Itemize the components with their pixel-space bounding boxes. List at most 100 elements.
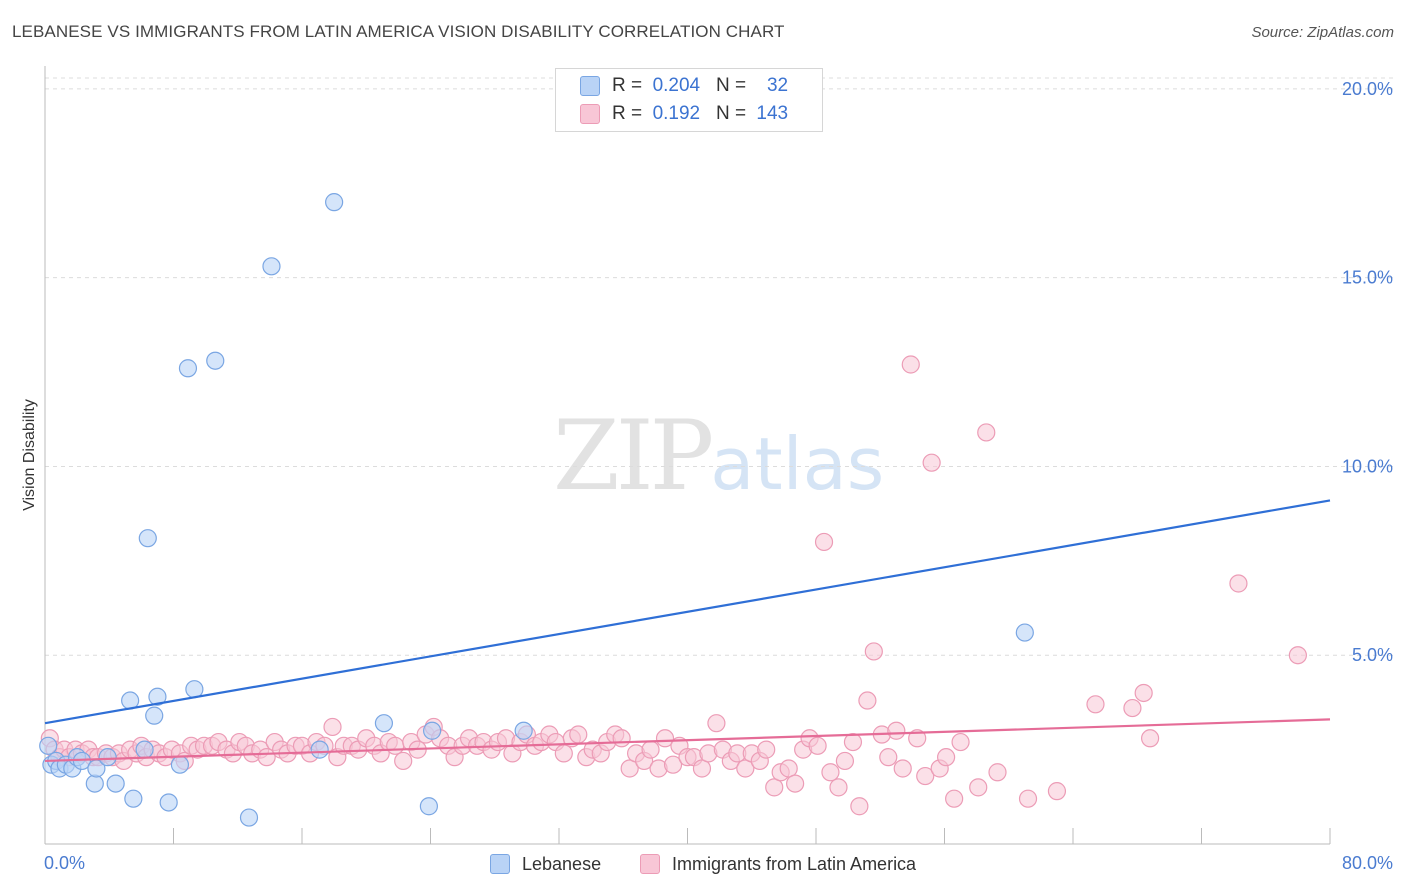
latin-point <box>977 423 996 442</box>
latin-point <box>554 744 573 763</box>
lebanese-point <box>325 193 344 212</box>
latin-point <box>969 778 988 797</box>
latin-point <box>1140 729 1160 748</box>
lebanese-point <box>106 774 125 793</box>
latin-point <box>779 759 798 778</box>
latin-point <box>786 774 805 793</box>
latin-point <box>692 759 712 778</box>
latin-point <box>386 736 405 755</box>
latin-point <box>937 748 956 767</box>
lebanese-point <box>374 714 394 733</box>
latin-point <box>893 759 912 778</box>
x-tick-label-max: 80.0% <box>1342 853 1393 873</box>
lebanese-point <box>148 687 167 706</box>
tick-labels: 5.0% 10.0% 15.0% 20.0% 0.0% 80.0% Vision Disab… <box>21 79 1393 873</box>
lebanese-point <box>423 721 442 740</box>
latin-point <box>765 778 784 797</box>
latin-point <box>569 725 588 744</box>
latin-n-value: 143 <box>756 103 789 124</box>
lebanese-point <box>135 740 154 759</box>
lebanese-point <box>124 789 143 808</box>
y-tick-label: 15.0% <box>1342 268 1393 288</box>
y-tick-label: 10.0% <box>1342 456 1393 476</box>
latin-point <box>843 732 863 752</box>
lebanese-point <box>239 808 259 827</box>
latin-r-value: 0.192 <box>652 103 701 124</box>
latin-point <box>858 691 877 710</box>
latin-point <box>323 717 342 737</box>
latin-point <box>835 751 855 771</box>
latin-point <box>951 732 970 752</box>
latin-point <box>1047 782 1067 801</box>
trend-lines <box>44 499 1331 763</box>
bottom-lebanese-label: Lebanese <box>522 853 602 874</box>
latin-trend-line <box>44 718 1331 763</box>
y-tick-label: 20.0% <box>1342 79 1393 99</box>
latin-point <box>707 714 726 733</box>
latin-r: R = 0.192 <box>612 103 701 124</box>
latin-point <box>1229 574 1248 593</box>
bottom-latin-swatch <box>640 854 660 874</box>
latin-point <box>1288 646 1307 665</box>
latin-point <box>394 751 413 771</box>
latin-point <box>612 729 631 748</box>
latin-point <box>988 763 1007 782</box>
latin-point <box>620 759 639 778</box>
gridlines <box>45 77 1394 656</box>
bottom-legend-lebanese: Lebanese <box>490 852 601 876</box>
lebanese-point <box>98 748 117 767</box>
latin-point <box>814 532 834 552</box>
bottom-lebanese-swatch <box>490 854 510 874</box>
lebanese-point <box>514 721 533 740</box>
lebanese-n: N = 32 <box>716 75 789 96</box>
chart-title: LEBANESE VS IMMIGRANTS FROM LATIN AMERIC… <box>12 22 785 41</box>
lebanese-point <box>39 736 58 755</box>
latin-point <box>879 748 898 767</box>
latin-point <box>922 453 941 472</box>
latin-point <box>1086 695 1105 714</box>
lebanese-point <box>85 774 104 793</box>
lebanese-point <box>262 257 281 276</box>
latin-point <box>808 736 827 755</box>
latin-america-points <box>40 355 1307 816</box>
latin-point <box>663 755 683 774</box>
lebanese-point <box>170 755 190 774</box>
y-axis-title: Vision Disability <box>21 399 38 511</box>
latin-point <box>945 789 964 808</box>
latin-point <box>655 729 675 748</box>
latin-point <box>887 721 906 740</box>
lebanese-point <box>206 351 225 370</box>
y-tick-label: 5.0% <box>1352 645 1393 665</box>
lebanese-r: R = 0.204 <box>612 75 701 96</box>
bottom-legend-latin: Immigrants from Latin America <box>640 852 916 876</box>
latin-n: N = 143 <box>716 103 789 124</box>
lebanese-points <box>39 193 1034 827</box>
latin-point <box>901 355 920 374</box>
lebanese-n-value: 32 <box>766 75 789 96</box>
latin-swatch <box>580 104 600 124</box>
lebanese-swatch <box>580 76 600 96</box>
latin-point <box>908 729 927 748</box>
lebanese-point <box>310 740 329 759</box>
lebanese-point <box>178 359 198 378</box>
source-label: Source: ZipAtlas.com <box>1251 24 1394 41</box>
latin-point <box>850 797 869 816</box>
latin-point <box>916 766 935 786</box>
lebanese-point <box>159 793 178 812</box>
lebanese-point <box>419 797 438 816</box>
latin-point <box>864 642 883 661</box>
latin-point <box>821 763 840 782</box>
lebanese-point <box>1015 623 1034 642</box>
lebanese-point <box>145 706 164 725</box>
latin-point <box>757 740 776 759</box>
legend-row-latin: R = 0.192 N = 143 <box>580 102 788 126</box>
legend-row-lebanese: R = 0.204 N = 32 <box>580 74 788 98</box>
x-tick-label-min: 0.0% <box>44 853 85 873</box>
latin-point <box>641 740 660 759</box>
latin-point <box>736 759 755 778</box>
lebanese-r-value: 0.204 <box>652 75 701 96</box>
latin-point <box>1134 683 1153 703</box>
latin-point <box>1018 789 1038 808</box>
correlation-legend: R = 0.204 N = 32 R = 0.192 N = 143 <box>555 68 823 132</box>
